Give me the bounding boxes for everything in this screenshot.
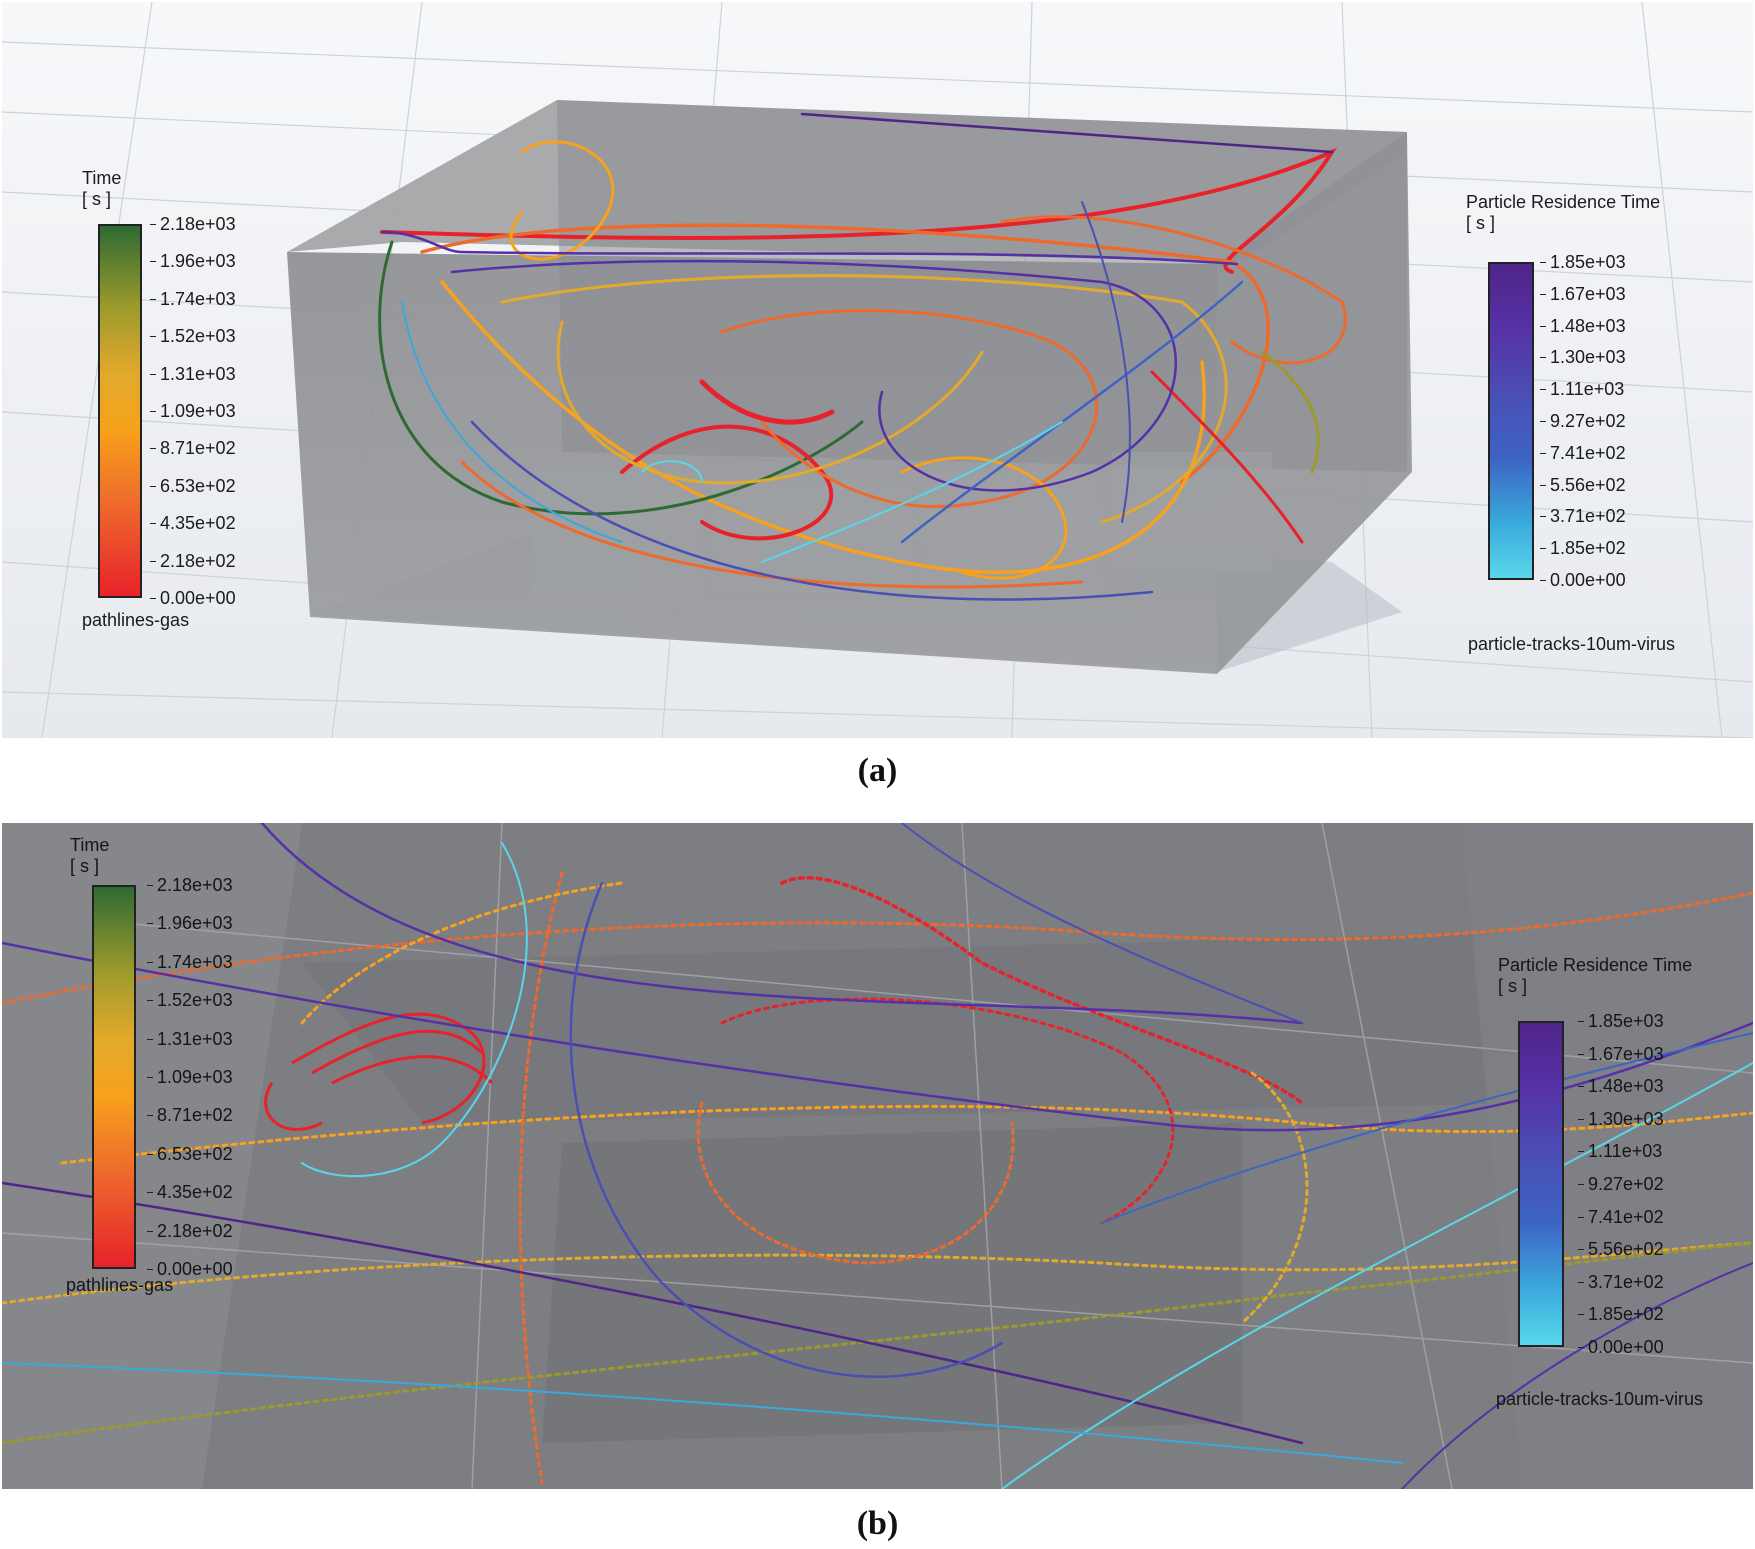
time-legend-unit: [ s ]: [82, 189, 112, 209]
time-legend-unit: [ s ]: [70, 856, 100, 876]
residence-tick-label: 1.85e+02: [1540, 538, 1626, 558]
residence-tick-label: 1.30e+03: [1578, 1109, 1664, 1129]
residence-tick-label: 9.27e+02: [1578, 1174, 1664, 1194]
residence-legend-title: Particle Residence Time: [1498, 955, 1693, 975]
time-tick-label: 1.96e+03: [147, 913, 233, 933]
residence-tick-label: 3.71e+02: [1578, 1272, 1664, 1292]
residence-colorbar: [1518, 1021, 1564, 1347]
particle-tracks-virus: [380, 112, 1334, 601]
box-back-wall: [557, 100, 1407, 472]
time-legend-name: pathlines-gas: [66, 1275, 174, 1295]
time-tick-label: 2.18e+02: [150, 551, 236, 571]
panel-b-caption: (b): [856, 1505, 899, 1542]
panel-a-scene: [2, 2, 1753, 738]
panel-b-scene: [2, 823, 1753, 1489]
time-legend-title: Time: [82, 168, 122, 188]
residence-legend-name: particle-tracks-10um-virus: [1496, 1389, 1704, 1409]
box-inner-blocks: [532, 452, 1272, 612]
time-tick-label: 1.96e+03: [150, 251, 236, 271]
time-tick-label: 1.31e+03: [147, 1029, 233, 1049]
residence-tick-label: 0.00e+00: [1540, 570, 1626, 590]
time-legend-name: pathlines-gas: [82, 610, 190, 630]
pathlines-gas-tracks: [378, 140, 1347, 589]
residence-legend-name: particle-tracks-10um-virus: [1468, 634, 1676, 654]
time-colorbar: [98, 224, 142, 598]
panel-a-3d-view[interactable]: Time [ s ] 2.18e+03 1.96e+03 1.74e+03 1.…: [2, 2, 1753, 738]
time-legend-title: Time: [70, 835, 110, 855]
time-tick-label: 4.35e+02: [150, 513, 236, 533]
residence-legend: Particle Residence Time [ s ] 1.85e+03 1…: [1466, 192, 1746, 662]
residence-tick-label: 5.56e+02: [1540, 475, 1626, 495]
time-tick-label: 1.74e+03: [147, 952, 233, 972]
time-colorbar: [92, 885, 136, 1269]
time-tick-label: 2.18e+03: [150, 214, 236, 234]
residence-tick-label: 1.67e+03: [1540, 284, 1626, 304]
residence-tick-label: 1.85e+02: [1578, 1304, 1664, 1324]
residence-tick-label: 1.30e+03: [1540, 347, 1626, 367]
time-tick-label: 1.52e+03: [147, 990, 233, 1010]
residence-tick-label: 1.48e+03: [1540, 316, 1626, 336]
time-tick-label: 0.00e+00: [147, 1259, 233, 1279]
time-tick-label: 1.52e+03: [150, 326, 236, 346]
residence-tick-label: 1.85e+03: [1540, 252, 1626, 272]
residence-colorbar: [1488, 262, 1534, 580]
time-tick-label: 1.74e+03: [150, 289, 236, 309]
residence-tick-label: 1.48e+03: [1578, 1076, 1664, 1096]
time-tick-label: 0.00e+00: [150, 588, 236, 608]
time-tick-label: 1.09e+03: [147, 1067, 233, 1087]
grid-lines: [2, 823, 1753, 1489]
time-tick-label: 4.35e+02: [147, 1182, 233, 1202]
time-tick-label: 2.18e+02: [147, 1221, 233, 1241]
residence-legend-title: Particle Residence Time: [1466, 192, 1661, 212]
time-tick-label: 2.18e+03: [147, 875, 233, 895]
residence-tick-label: 5.56e+02: [1578, 1239, 1664, 1259]
time-tick-label: 6.53e+02: [150, 476, 236, 496]
residence-tick-label: 0.00e+00: [1578, 1337, 1664, 1357]
residence-tick-label: 1.11e+03: [1577, 1141, 1663, 1161]
dense-release-tracks: [264, 1012, 494, 1131]
pathlines-gas-tracks: [2, 871, 1753, 1485]
time-tick-label: 8.71e+02: [147, 1105, 233, 1125]
residence-tick-label: 1.67e+03: [1578, 1044, 1664, 1064]
time-tick-label: 6.53e+02: [147, 1144, 233, 1164]
residence-tick-label: 1.85e+03: [1578, 1011, 1664, 1031]
time-tick-label: 8.71e+02: [150, 438, 236, 458]
time-tick-label: 1.09e+03: [150, 401, 236, 421]
residence-legend-unit: [ s ]: [1466, 213, 1496, 233]
residence-tick-label: 9.27e+02: [1540, 411, 1626, 431]
panel-a-caption: (a): [857, 752, 898, 789]
residence-legend-unit: [ s ]: [1498, 976, 1528, 996]
residence-legend: Particle Residence Time [ s ] 1.85e+03 1…: [1496, 955, 1753, 1425]
residence-tick-label: 3.71e+02: [1540, 506, 1626, 526]
residence-tick-label: 7.41e+02: [1540, 443, 1626, 463]
time-legend: Time [ s ] 2.18e+03 1.96e+03 1.74e+03 1.…: [82, 168, 282, 638]
time-tick-label: 1.31e+03: [150, 364, 236, 384]
residence-tick-label: 7.41e+02: [1578, 1207, 1664, 1227]
time-legend: Time [ s ] 2.18e+03 1.96e+03 1.74e+03 1.…: [66, 835, 270, 1295]
residence-tick-label: 1.11e+03: [1539, 379, 1625, 399]
panel-b-zoomed-view[interactable]: Time [ s ] 2.18e+03 1.96e+03 1.74e+03 1.…: [2, 823, 1753, 1489]
